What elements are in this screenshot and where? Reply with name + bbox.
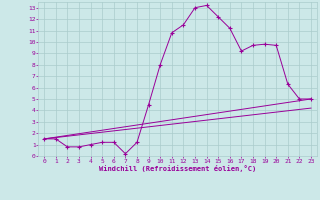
X-axis label: Windchill (Refroidissement éolien,°C): Windchill (Refroidissement éolien,°C) [99, 165, 256, 172]
